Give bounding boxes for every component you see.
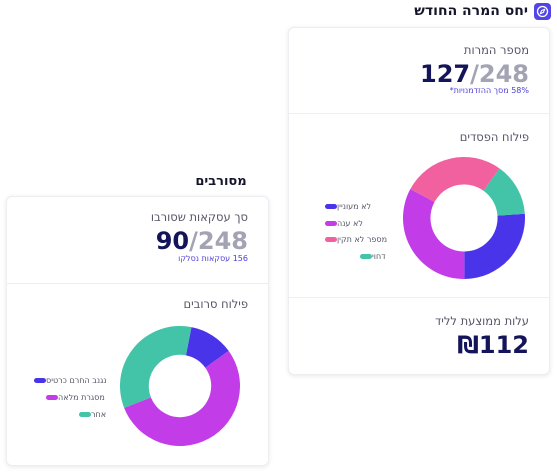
rejected-total: 248: [197, 227, 248, 255]
conversions-value: 127/248: [420, 60, 529, 88]
legend-swatch: [325, 204, 337, 209]
legend-swatch: [325, 237, 337, 242]
legend-swatch: [325, 221, 337, 226]
legend-item: דחוי: [354, 252, 386, 261]
rejected-section: סך עסקאות שסורבו 90/248 156 עסקאות נסלקו: [7, 197, 268, 283]
legend-label: מסגרת מלאה: [58, 393, 105, 402]
legend-item: לא ענה: [319, 219, 363, 228]
donut-slice-3: [120, 326, 192, 408]
cost-value: ₪112: [457, 331, 529, 359]
rejected-current: 90: [155, 227, 190, 255]
legend-item: מסגרת מלאה: [40, 393, 105, 402]
legend-label: אחר: [91, 410, 107, 419]
conversions-separator: /: [470, 60, 479, 88]
rejected-card: סך עסקאות שסורבו 90/248 156 עסקאות נסלקו…: [6, 196, 269, 466]
rejected-sub: 156 עסקאות נסלקו: [178, 254, 248, 263]
rejected-separator: /: [189, 227, 198, 255]
conversions-current: 127: [420, 60, 471, 88]
legend-item: נגנב החרם כרטיס: [28, 376, 107, 385]
donut-slice-4: [483, 168, 525, 216]
cost-section: עלות ממוצעת לליד ₪112: [289, 298, 549, 376]
rejected-value: 90/248: [156, 227, 248, 255]
compass-icon[interactable]: [534, 2, 551, 20]
conversions-sub: 58% מסך ההזדמנויות*: [449, 86, 529, 95]
legend-label: לא מעוניין: [337, 202, 372, 211]
legend-swatch: [46, 395, 58, 400]
legend-item: מספר לא תקין: [319, 235, 387, 244]
losses-title: פילוח הפסדים: [459, 130, 529, 144]
rejected-breakdown-title: פילוח סרובים: [183, 297, 248, 311]
rejected-label: סך עסקאות שסורבו: [150, 210, 248, 224]
donut-slice-1: [185, 327, 229, 368]
rejected-breakdown-section: פילוח סרובים נגנב החרם כרטיס מסגרת מלאה …: [7, 284, 268, 467]
legend-label: מספר לא תקין: [337, 235, 388, 244]
legend-swatch: [34, 378, 46, 383]
legend-swatch: [360, 254, 372, 259]
donut-slice-2: [403, 188, 465, 279]
page-title: יחס המרה החודש: [414, 3, 528, 19]
conversions-total: 248: [478, 60, 529, 88]
legend-label: לא ענה: [337, 219, 363, 228]
donut-slice-3: [410, 157, 500, 203]
divider: [289, 297, 549, 298]
page-header: יחס המרה החודש: [414, 1, 551, 21]
section-header-rejected: מסורבים: [188, 172, 254, 190]
donut-slice-1: [464, 213, 525, 279]
donut-slice-2: [124, 350, 240, 446]
conversions-section: מספר המרות 127/248 58% מסך ההזדמנויות*: [289, 28, 549, 113]
losses-donut-chart: [403, 157, 525, 279]
rejected-donut-chart: [120, 326, 240, 446]
conversions-label: מספר המרות: [463, 43, 529, 57]
section-title-rejected: מסורבים: [195, 173, 247, 189]
legend-item: אחר: [73, 410, 106, 419]
legend-swatch: [79, 412, 91, 417]
divider: [289, 113, 549, 114]
divider: [7, 283, 268, 284]
losses-section: פילוח הפסדים לא מעוניין לא ענה מספר לא ת…: [289, 114, 549, 297]
legend-label: דחוי: [372, 252, 386, 261]
legend-item: לא מעוניין: [319, 202, 371, 211]
conversions-card: מספר המרות 127/248 58% מסך ההזדמנויות* פ…: [288, 27, 550, 375]
legend-label: נגנב החרם כרטיס: [46, 376, 107, 385]
cost-label: עלות ממוצעת לליד: [435, 314, 529, 328]
